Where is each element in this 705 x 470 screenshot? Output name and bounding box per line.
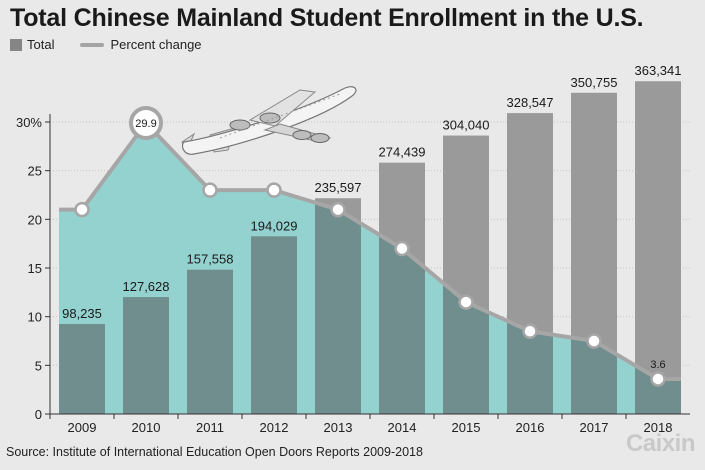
percent-change-point bbox=[522, 323, 538, 340]
percent-change-point bbox=[330, 201, 346, 218]
y-tick-label: 25 bbox=[28, 164, 42, 179]
percent-change-point bbox=[74, 201, 90, 218]
percent-change-point bbox=[458, 294, 474, 310]
percent-change-point bbox=[202, 182, 218, 198]
percent-change-label: 29.9 bbox=[135, 118, 156, 130]
percent-change-line bbox=[59, 120, 681, 381]
bar-labels: 98,235 127,628 157,558 194,029 235,597 274,43… bbox=[62, 63, 681, 321]
legend-label-percent-change: Percent change bbox=[110, 37, 202, 52]
x-tick-label: 2017 bbox=[580, 420, 609, 435]
y-tick-label: 20 bbox=[28, 212, 42, 227]
bar-total-overlap bbox=[123, 297, 169, 414]
percent-change-point bbox=[129, 105, 163, 140]
axes: 0 5 10 15 20 25 30% 2009 2010 2011 2012 2013 2014 201… bbox=[16, 114, 690, 435]
bar-value-label: 235,597 bbox=[315, 180, 362, 195]
legend-label-total: Total bbox=[27, 37, 55, 52]
percent-change-point bbox=[650, 371, 666, 387]
bar-value-label: 98,235 bbox=[62, 306, 102, 321]
y-tick-label: 0 bbox=[35, 407, 42, 422]
x-tick-label: 2014 bbox=[388, 420, 417, 435]
bar-value-label: 363,341 bbox=[635, 63, 682, 78]
percent-change-point bbox=[586, 333, 602, 349]
x-tick-label: 2009 bbox=[68, 420, 97, 435]
y-tick-label: 10 bbox=[28, 310, 42, 325]
bar-total-overlap bbox=[251, 236, 297, 414]
bar-value-label: 127,628 bbox=[123, 279, 170, 294]
bar-value-label: 304,040 bbox=[443, 118, 490, 133]
x-tick-label: 2012 bbox=[260, 420, 289, 435]
chart-title: Total Chinese Mainland Student Enrollmen… bbox=[10, 4, 644, 32]
x-tick-label: 2010 bbox=[132, 420, 161, 435]
percent-change-point bbox=[394, 240, 410, 257]
percent-change-label: 3.6 bbox=[650, 359, 665, 371]
bar-value-label: 350,755 bbox=[571, 75, 618, 90]
legend: Total Percent change bbox=[10, 37, 202, 52]
bar-total bbox=[635, 81, 681, 414]
x-tick-label: 2011 bbox=[196, 420, 224, 435]
brand-logo: Caixin bbox=[625, 430, 696, 457]
y-tick-label: 30% bbox=[16, 115, 42, 130]
bar-total-overlap bbox=[315, 198, 361, 414]
bar-total-overlap bbox=[187, 269, 233, 414]
legend-swatch-total bbox=[10, 38, 22, 51]
y-tick-label: 5 bbox=[35, 358, 42, 373]
airplane-icon bbox=[181, 86, 357, 155]
x-tick-label: 2013 bbox=[324, 420, 353, 435]
bar-value-label: 274,439 bbox=[379, 145, 426, 160]
y-tick-label: 15 bbox=[28, 261, 42, 276]
bar-value-label: 194,029 bbox=[251, 218, 298, 233]
percent-change-points: 29.9 3.6 bbox=[74, 105, 666, 387]
bar-total-overlap bbox=[59, 324, 105, 414]
x-tick-label: 2018 bbox=[644, 420, 673, 435]
x-tick-label: 2016 bbox=[516, 420, 545, 435]
bar-value-label: 157,558 bbox=[187, 252, 234, 267]
legend-swatch-percent-change bbox=[80, 42, 105, 47]
bar-value-label: 328,547 bbox=[507, 95, 554, 110]
percent-change-point bbox=[266, 182, 282, 198]
source-note: Source: Institute of International Educa… bbox=[6, 445, 423, 459]
x-tick-label: 2015 bbox=[452, 420, 481, 435]
